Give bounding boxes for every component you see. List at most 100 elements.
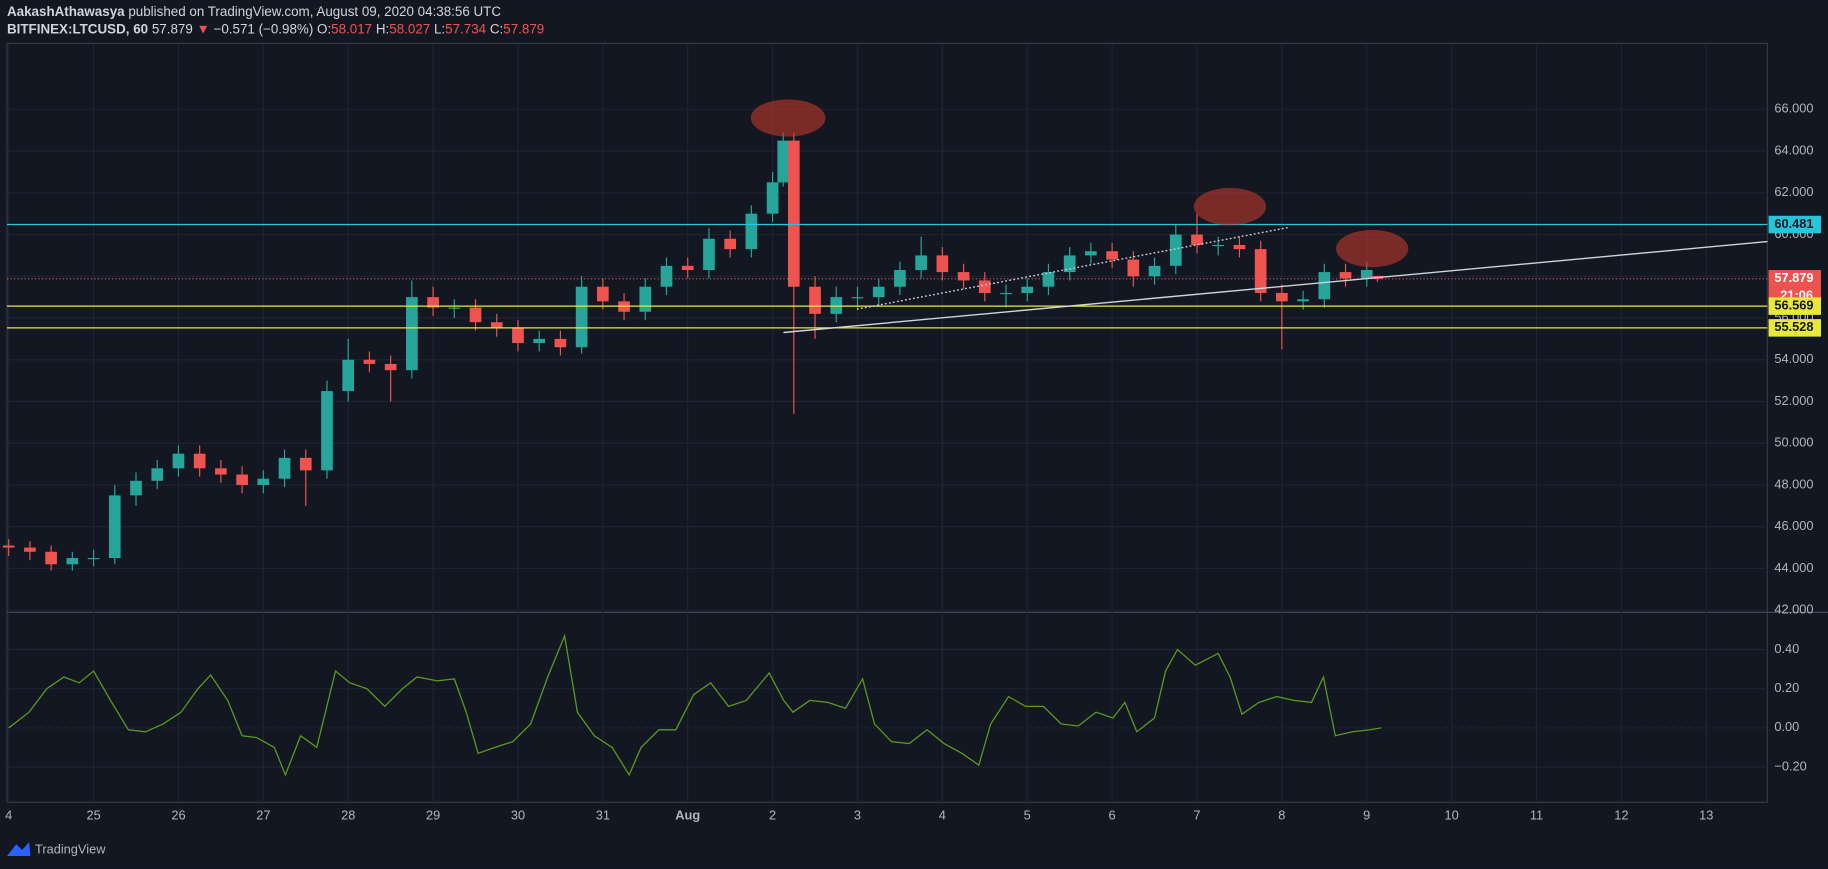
y-tick-label: 52.000: [1774, 393, 1813, 408]
x-tick-label: 10: [1444, 808, 1458, 823]
candle-body: [639, 286, 652, 312]
x-tick-label: 9: [1363, 808, 1370, 823]
price-level-tag: [1768, 215, 1822, 234]
candle-body: [66, 558, 79, 565]
candle-body: [1042, 272, 1055, 287]
y-tick-label: 42.000: [1774, 602, 1813, 617]
candle-body: [660, 265, 673, 287]
candle-body: [1318, 272, 1331, 300]
highlight: [1193, 187, 1267, 226]
x-tick-label: 5: [1024, 808, 1031, 823]
candle-body: [681, 265, 694, 271]
candle-body: [363, 359, 376, 364]
highlight: [1336, 229, 1409, 268]
o-value: 58.017: [331, 21, 372, 36]
candle-body: [1169, 234, 1182, 266]
y-tick-label: 0.00: [1774, 719, 1799, 734]
l-value: 57.734: [445, 21, 487, 36]
candle-body: [872, 286, 885, 298]
x-tick-label: 11: [1530, 808, 1543, 823]
candle-body: [703, 238, 715, 271]
candle-body: [321, 391, 333, 471]
x-tick-label: 31: [596, 808, 610, 823]
candle-body: [851, 297, 864, 299]
price-level-tag: [1768, 319, 1822, 337]
c-label: C:: [490, 21, 503, 36]
candle-body: [108, 495, 121, 559]
candle-body: [151, 468, 164, 481]
candle-body: [87, 558, 100, 560]
candle-body: [1021, 286, 1034, 293]
candle-body: [45, 551, 57, 565]
candle-body: [597, 286, 609, 302]
author[interactable]: AakashAthawasya: [7, 3, 125, 18]
candle-body: [554, 338, 567, 348]
candle-body: [1276, 292, 1288, 302]
y-tick-label: −0.20: [1774, 758, 1806, 773]
header-line: AakashAthawasya published on TradingView…: [7, 3, 501, 18]
x-tick-label: 30: [511, 808, 525, 823]
y-tick-label: 62.000: [1774, 184, 1813, 199]
x-tick-label: 8: [1278, 808, 1285, 823]
price-level-label: 56.569: [1774, 298, 1813, 313]
candle-body: [236, 474, 248, 485]
candle-body: [957, 272, 970, 281]
x-tick-label: 2: [769, 808, 776, 823]
x-tick-label: 28: [341, 808, 355, 823]
x-tick-label: 25: [86, 808, 100, 823]
candle-body: [490, 322, 503, 329]
published: published on TradingView.com, August 09,…: [128, 3, 501, 18]
candle-body: [512, 328, 524, 344]
candle-body: [1254, 249, 1267, 293]
c-value: 57.879: [503, 21, 544, 36]
candle-body: [745, 213, 758, 250]
last-price: 57.879: [152, 21, 193, 36]
x-tick-label: 29: [426, 808, 440, 823]
candle-body: [1063, 255, 1076, 273]
candle-body: [1106, 251, 1118, 260]
y-tick-label: 48.000: [1774, 476, 1813, 491]
candle-body: [787, 140, 800, 287]
y-tick-label: 0.20: [1774, 680, 1799, 695]
candle-body: [342, 359, 355, 392]
price-level-label: 55.528: [1774, 319, 1813, 334]
y-tick-label: 66.000: [1774, 101, 1813, 116]
candle-body: [1233, 244, 1246, 250]
h-value: 58.027: [389, 21, 430, 36]
candle-body: [1000, 292, 1012, 295]
price-level-tag: [1768, 297, 1822, 315]
candle-body: [1212, 244, 1225, 247]
price-level-label: 57.879: [1774, 270, 1813, 285]
candle-body: [777, 140, 790, 183]
x-tick-label: 7: [1193, 808, 1200, 823]
brand[interactable]: TradingView: [35, 842, 106, 857]
y-tick-label: 50.000: [1774, 435, 1813, 450]
price-level-label: 60.481: [1774, 216, 1813, 231]
marks: 4 25 26 27 28 29 30 31 Aug 2 3 4 5 6 7 8 9 10 11 12 13 42.000…: [2, 43, 1822, 823]
x-tick-label: 6: [1109, 808, 1116, 823]
plot-frame: [6, 42, 1768, 803]
candle-body: [427, 297, 439, 308]
x-tick-label: 12: [1614, 808, 1628, 823]
x-tick-label: 4: [939, 808, 946, 823]
candle-body: [1297, 299, 1309, 302]
change: −0.571 (−0.98%): [214, 21, 314, 36]
candle-body: [1191, 234, 1203, 245]
candle-body: [469, 307, 482, 323]
trend-line: [783, 240, 1768, 334]
candle-body: [299, 457, 312, 471]
candle-body: [766, 182, 779, 214]
candle-body: [724, 238, 736, 250]
symbol[interactable]: BITFINEX:LTCUSD, 60: [7, 21, 148, 36]
candle-body: [1360, 270, 1373, 279]
y-tick-label: 0.40: [1774, 641, 1799, 656]
candle-body: [809, 286, 821, 314]
candle-body: [1085, 251, 1097, 256]
y-tick-label: 44.000: [1774, 560, 1813, 575]
candle-body: [1339, 272, 1352, 279]
logo-mark: [6, 841, 31, 856]
highlight: [750, 99, 826, 137]
